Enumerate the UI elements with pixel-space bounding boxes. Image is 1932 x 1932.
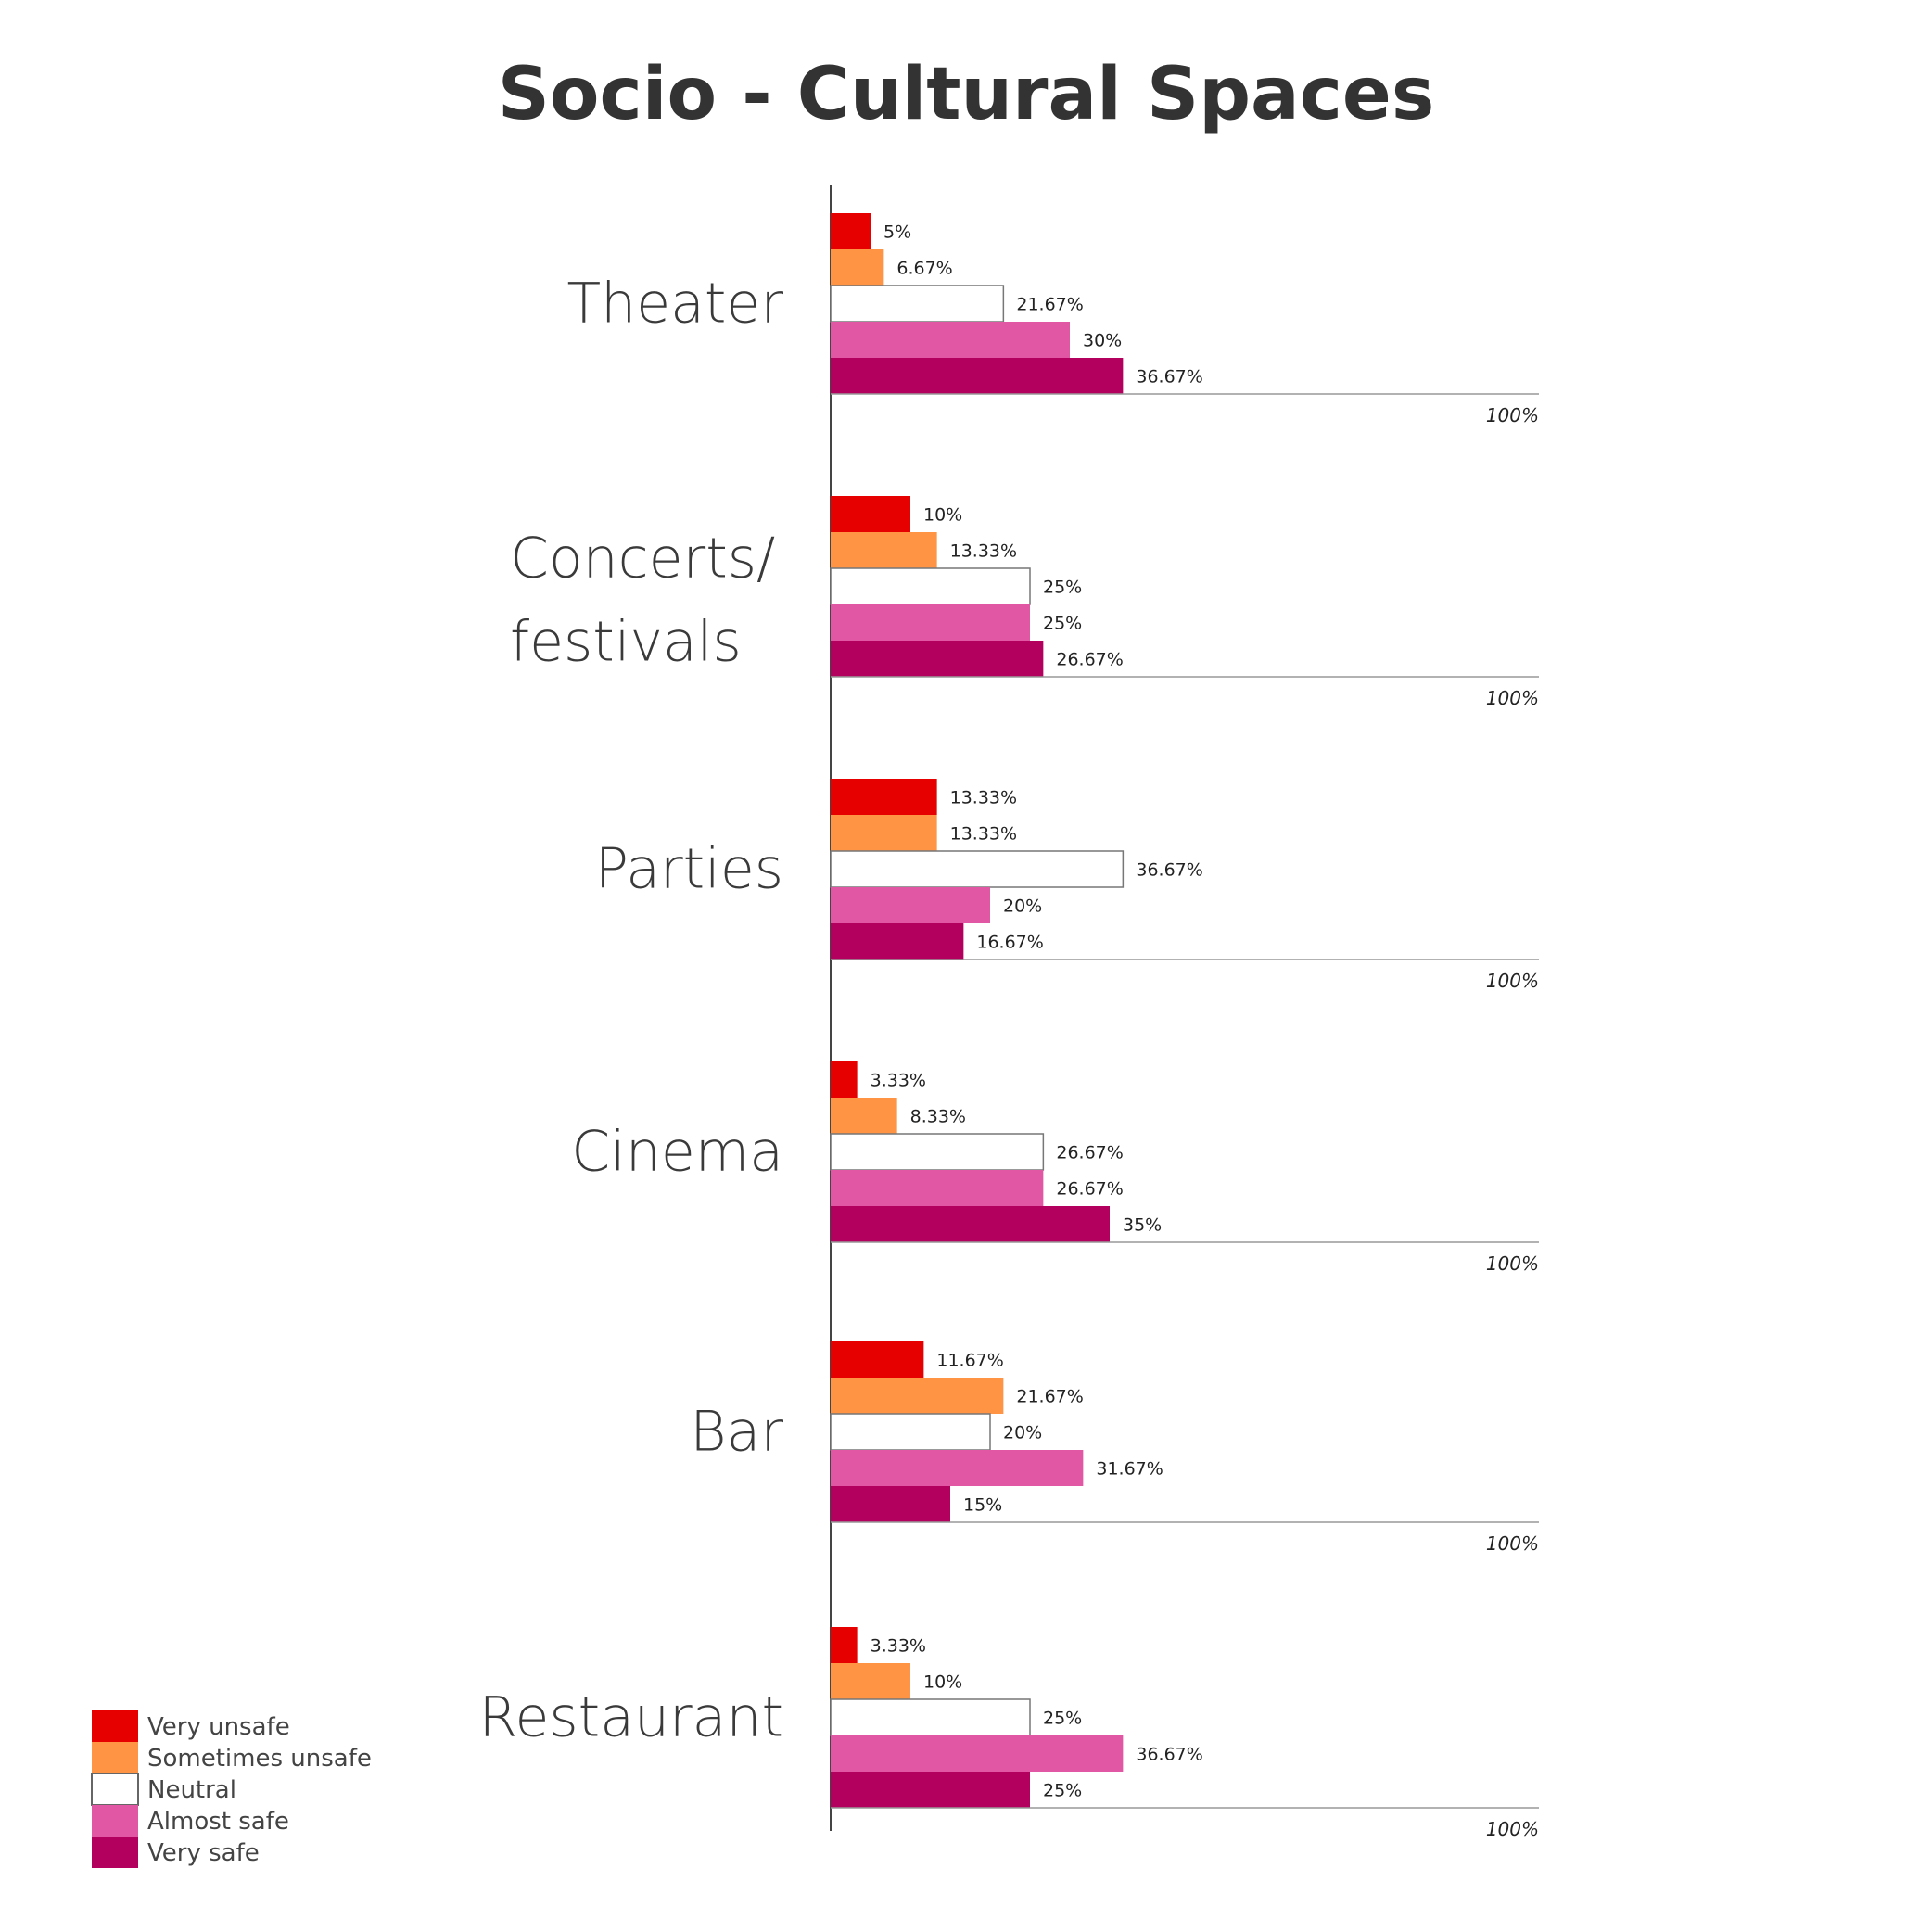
data-label: 13.33%	[950, 541, 1017, 562]
reference-label: 100%	[1486, 1252, 1539, 1275]
legend-label: Neutral	[147, 1776, 236, 1804]
data-label: 25%	[1043, 1781, 1082, 1801]
bar-neutral	[830, 850, 1125, 888]
data-label: 8.33%	[910, 1107, 966, 1127]
legend: Very unsafe Sometimes unsafe Neutral Almost…	[91, 1710, 372, 1868]
category-group: Bar 11.67% 21.67% 20% 31.67% 15% 100%	[690, 1341, 1539, 1555]
bar-neutral	[830, 567, 1031, 605]
bar-very-unsafe	[831, 779, 937, 815]
reference-label: 100%	[1486, 970, 1539, 992]
bar-very-unsafe	[831, 1341, 924, 1378]
bar-almost-safe	[831, 1170, 1044, 1206]
data-label: 21.67%	[1016, 1387, 1083, 1407]
data-label: 36.67%	[1136, 860, 1202, 881]
data-label: 15%	[963, 1495, 1002, 1516]
bar-almost-safe	[831, 1735, 1124, 1772]
data-label: 5%	[883, 222, 911, 243]
legend-label: Almost safe	[147, 1808, 289, 1836]
data-label: 3.33%	[871, 1636, 926, 1657]
category-label: Theater	[567, 272, 784, 337]
bar-sometimes-unsafe	[831, 1663, 910, 1699]
data-label: 3.33%	[871, 1071, 926, 1091]
bar-almost-safe	[831, 322, 1070, 358]
bar-neutral	[830, 285, 1005, 323]
bar-neutral	[830, 1698, 1031, 1736]
data-label: 30%	[1083, 331, 1122, 351]
reference-label: 100%	[1486, 404, 1539, 426]
bar-sometimes-unsafe	[831, 532, 937, 568]
legend-label: Very safe	[147, 1839, 260, 1867]
bar-very-unsafe	[831, 496, 910, 532]
legend-label: Very unsafe	[147, 1713, 290, 1741]
category-label: Concerts/	[510, 527, 775, 591]
category-group: Theater 5% 6.67% 21.67%30% 36.67% 100%	[567, 213, 1539, 426]
data-label: 25%	[1043, 578, 1082, 598]
data-label: 31.67%	[1096, 1459, 1163, 1480]
category-label: festivals	[510, 610, 742, 675]
reference-label: 100%	[1486, 1818, 1539, 1840]
chart-title: Socio - Cultural Spaces	[498, 53, 1435, 136]
data-label: 13.33%	[950, 824, 1017, 845]
data-label: 36.67%	[1136, 1745, 1202, 1765]
data-label: 36.67%	[1136, 367, 1202, 388]
plot-area: Theater5%6.67%21.67%30%36.67%100%Concert…	[479, 185, 1539, 1840]
data-label: 11.67%	[936, 1351, 1003, 1371]
data-label: 13.33%	[950, 788, 1017, 808]
bar-neutral	[830, 1133, 1045, 1171]
bar-very-unsafe	[831, 213, 871, 249]
bar-sometimes-unsafe	[831, 1098, 897, 1134]
data-label: 26.67%	[1056, 1143, 1123, 1163]
data-label: 20%	[1003, 896, 1042, 917]
category-label: Cinema	[571, 1120, 783, 1185]
legend-swatch	[92, 1805, 138, 1837]
legend-swatch	[92, 1742, 138, 1773]
bar-very-safe	[831, 641, 1044, 677]
data-label: 10%	[923, 505, 962, 526]
legend-swatch	[92, 1710, 138, 1742]
category-label: Restaurant	[479, 1685, 783, 1750]
data-label: 21.67%	[1016, 295, 1083, 315]
bar-almost-safe	[831, 604, 1030, 641]
bar-very-safe	[831, 358, 1124, 394]
category-group: Concerts/festivals 10% 13.33% 25% 25% 26.67% 1…	[510, 496, 1539, 709]
bar-almost-safe	[831, 1450, 1084, 1486]
data-label: 6.67%	[896, 259, 952, 279]
legend-swatch	[91, 1773, 139, 1806]
data-label: 25%	[1043, 614, 1082, 634]
reference-label: 100%	[1486, 687, 1539, 709]
bar-very-safe	[831, 1486, 950, 1522]
bar-very-safe	[831, 1772, 1030, 1808]
data-label: 26.67%	[1056, 1179, 1123, 1200]
category-label: Bar	[690, 1400, 783, 1465]
legend-label: Sometimes unsafe	[147, 1745, 372, 1773]
legend-swatch	[92, 1837, 138, 1868]
bar-very-unsafe	[831, 1627, 858, 1663]
category-group: Restaurant 3.33% 10% 25% 36.67% 25% 100%	[479, 1627, 1539, 1840]
data-label: 26.67%	[1056, 650, 1123, 670]
bar-very-safe	[831, 923, 964, 960]
data-label: 25%	[1043, 1709, 1082, 1729]
category-label: Parties	[595, 837, 783, 902]
category-group: Parties 13.33% 13.33% 36.67% 20% 16.67% 100%	[595, 779, 1539, 992]
data-label: 16.67%	[976, 933, 1043, 953]
bar-very-unsafe	[831, 1061, 858, 1098]
bar-very-safe	[831, 1206, 1110, 1242]
data-label: 10%	[923, 1672, 962, 1693]
bar-neutral	[830, 1413, 991, 1451]
bar-sometimes-unsafe	[831, 249, 884, 286]
data-label: 35%	[1123, 1215, 1162, 1236]
data-label: 20%	[1003, 1423, 1042, 1443]
bar-almost-safe	[831, 887, 990, 923]
reference-label: 100%	[1486, 1532, 1539, 1555]
bar-sometimes-unsafe	[831, 1378, 1004, 1414]
bar-sometimes-unsafe	[831, 815, 937, 851]
